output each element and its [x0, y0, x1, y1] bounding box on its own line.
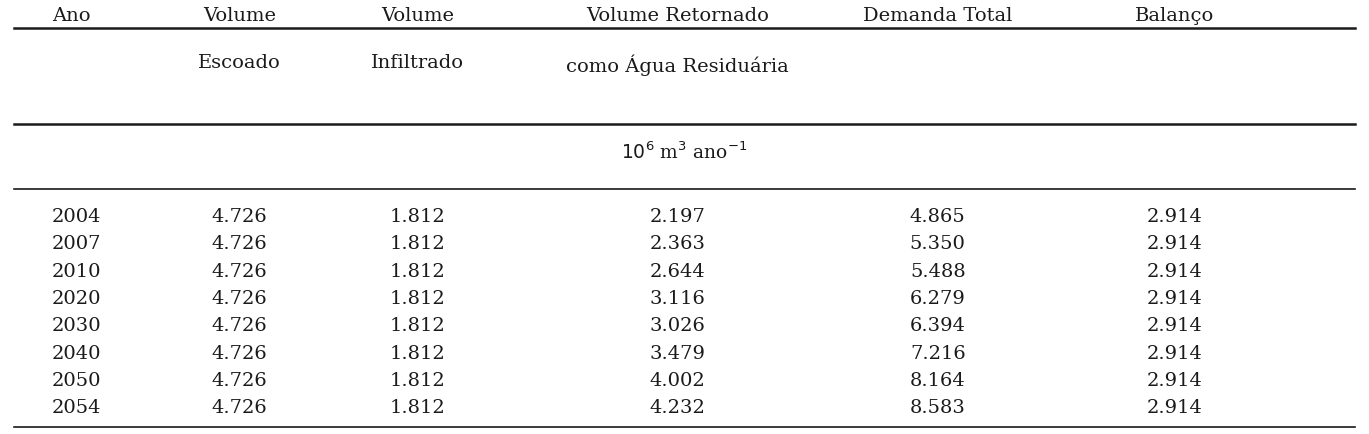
- Text: 2.197: 2.197: [650, 208, 705, 226]
- Text: Ano: Ano: [52, 7, 90, 24]
- Text: 2.914: 2.914: [1147, 399, 1202, 418]
- Text: 2.914: 2.914: [1147, 235, 1202, 253]
- Text: 8.164: 8.164: [910, 372, 965, 390]
- Text: 2010: 2010: [52, 263, 101, 281]
- Text: Balanço: Balanço: [1135, 7, 1214, 24]
- Text: 1.812: 1.812: [390, 263, 445, 281]
- Text: 4.726: 4.726: [212, 372, 267, 390]
- Text: 2.363: 2.363: [650, 235, 705, 253]
- Text: 8.583: 8.583: [910, 399, 965, 418]
- Text: 1.812: 1.812: [390, 208, 445, 226]
- Text: 4.726: 4.726: [212, 399, 267, 418]
- Text: como Água Residuária: como Água Residuária: [567, 54, 789, 76]
- Text: 2040: 2040: [52, 345, 101, 363]
- Text: 2.644: 2.644: [650, 263, 705, 281]
- Text: 2007: 2007: [52, 235, 101, 253]
- Text: 5.350: 5.350: [910, 235, 965, 253]
- Text: Volume: Volume: [203, 7, 277, 24]
- Text: $10^6$ m$^3$ ano$^{-1}$: $10^6$ m$^3$ ano$^{-1}$: [622, 141, 747, 163]
- Text: 6.394: 6.394: [910, 317, 965, 335]
- Text: 2.914: 2.914: [1147, 345, 1202, 363]
- Text: Volume Retornado: Volume Retornado: [586, 7, 769, 24]
- Text: 5.488: 5.488: [910, 263, 965, 281]
- Text: 2.914: 2.914: [1147, 263, 1202, 281]
- Text: 1.812: 1.812: [390, 345, 445, 363]
- Text: 3.479: 3.479: [650, 345, 705, 363]
- Text: 1.812: 1.812: [390, 372, 445, 390]
- Text: 2054: 2054: [52, 399, 101, 418]
- Text: 7.216: 7.216: [910, 345, 965, 363]
- Text: 4.726: 4.726: [212, 345, 267, 363]
- Text: Demanda Total: Demanda Total: [862, 7, 1013, 24]
- Text: 2020: 2020: [52, 290, 101, 308]
- Text: 4.232: 4.232: [650, 399, 705, 418]
- Text: Infiltrado: Infiltrado: [371, 54, 464, 72]
- Text: 2.914: 2.914: [1147, 290, 1202, 308]
- Text: 2050: 2050: [52, 372, 101, 390]
- Text: 4.865: 4.865: [910, 208, 965, 226]
- Text: 1.812: 1.812: [390, 399, 445, 418]
- Text: 2.914: 2.914: [1147, 208, 1202, 226]
- Text: Escoado: Escoado: [199, 54, 281, 72]
- Text: 2.914: 2.914: [1147, 317, 1202, 335]
- Text: 3.026: 3.026: [650, 317, 705, 335]
- Text: 4.726: 4.726: [212, 208, 267, 226]
- Text: 4.726: 4.726: [212, 290, 267, 308]
- Text: 2030: 2030: [52, 317, 101, 335]
- Text: 4.726: 4.726: [212, 263, 267, 281]
- Text: 1.812: 1.812: [390, 235, 445, 253]
- Text: 4.726: 4.726: [212, 317, 267, 335]
- Text: 1.812: 1.812: [390, 317, 445, 335]
- Text: 4.726: 4.726: [212, 235, 267, 253]
- Text: 6.279: 6.279: [910, 290, 965, 308]
- Text: 4.002: 4.002: [650, 372, 705, 390]
- Text: 3.116: 3.116: [650, 290, 705, 308]
- Text: 1.812: 1.812: [390, 290, 445, 308]
- Text: Volume: Volume: [381, 7, 455, 24]
- Text: 2.914: 2.914: [1147, 372, 1202, 390]
- Text: 2004: 2004: [52, 208, 101, 226]
